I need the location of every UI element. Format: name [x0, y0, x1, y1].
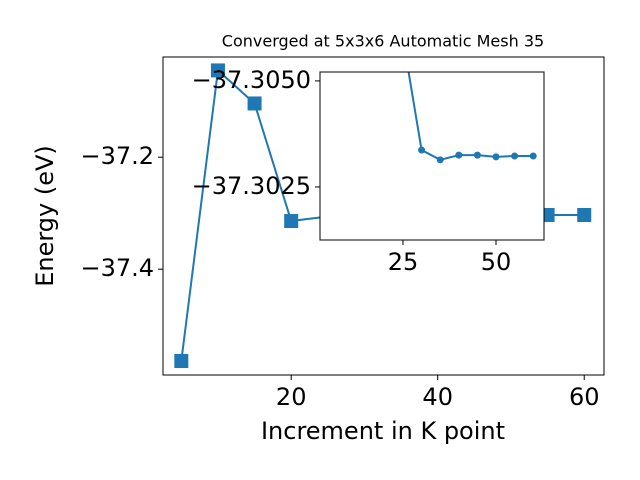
y-axis-label: Energy (eV): [31, 145, 59, 287]
marker: [418, 146, 426, 154]
chart-title: Converged at 5x3x6 Automatic Mesh 35: [222, 32, 544, 51]
marker: [174, 354, 189, 369]
marker: [455, 151, 463, 159]
marker: [511, 152, 519, 160]
y-tick-label: −37.2: [80, 142, 154, 170]
x-tick-label: 20: [276, 383, 307, 411]
axes-frame: [319, 71, 545, 241]
marker: [492, 153, 500, 161]
plot-area: [407, 72, 537, 164]
y-tick-label: −37.3025: [192, 172, 311, 200]
y-tick-label: −37.4: [80, 254, 154, 282]
marker: [529, 152, 537, 160]
marker: [436, 156, 444, 164]
x-tick-label: 25: [388, 248, 419, 276]
x-tick-label: 60: [569, 383, 600, 411]
marker: [210, 63, 225, 78]
y-tick-label: −37.3050: [192, 66, 311, 94]
axes-frame: [162, 56, 605, 376]
marker: [577, 207, 592, 222]
marker: [247, 96, 262, 111]
x-axis-label: Increment in K point: [261, 417, 505, 445]
marker: [284, 214, 299, 229]
x-tick-label: 40: [422, 383, 453, 411]
marker: [473, 151, 481, 159]
x-tick-label: 50: [481, 248, 512, 276]
